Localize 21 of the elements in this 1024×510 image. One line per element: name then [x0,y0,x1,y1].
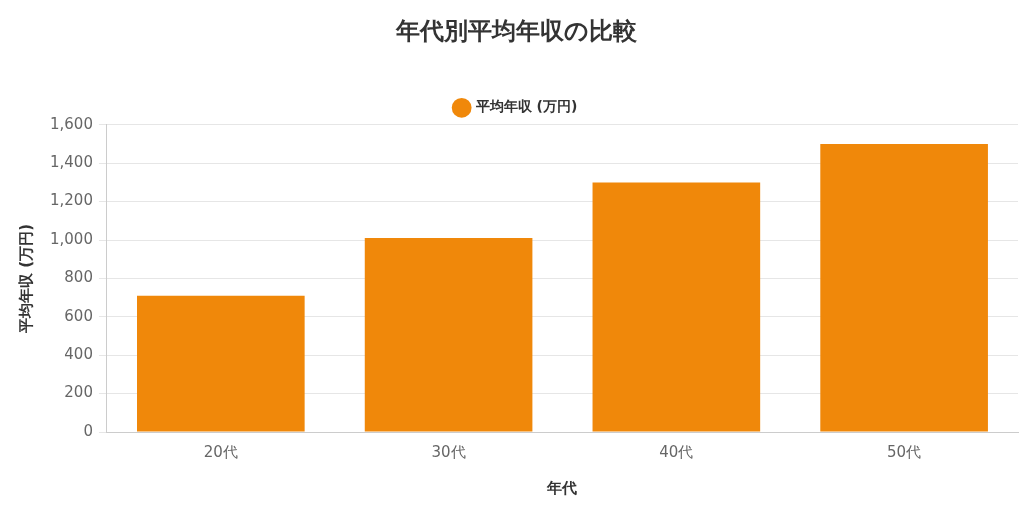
bar [137,295,305,432]
y-tick-label: 400 [64,345,93,364]
y-tick-label: 200 [64,383,93,402]
bar [364,238,533,432]
bar [592,182,761,432]
y-tick-label: 1,600 [49,114,93,133]
x-tick-label: 50代 [887,442,922,461]
y-tick-label: 1,400 [49,153,93,172]
chart-title: 年代別平均年収の比較 [394,16,638,45]
y-tick-label: 1,200 [49,191,93,210]
y-tick-label: 1,000 [49,229,93,248]
y-tick-label: 600 [64,306,93,325]
bar [820,144,988,432]
x-tick-label: 40代 [659,442,694,461]
y-tick-label: 0 [83,421,93,440]
x-tick-label: 30代 [431,442,466,461]
x-tick-label: 20代 [203,442,238,461]
legend-label: 平均年収 (万円) [474,98,578,115]
y-axis-title: 平均年収 (万円) [16,223,35,334]
y-tick-label: 800 [64,268,93,287]
x-axis-title: 年代 [546,478,578,497]
